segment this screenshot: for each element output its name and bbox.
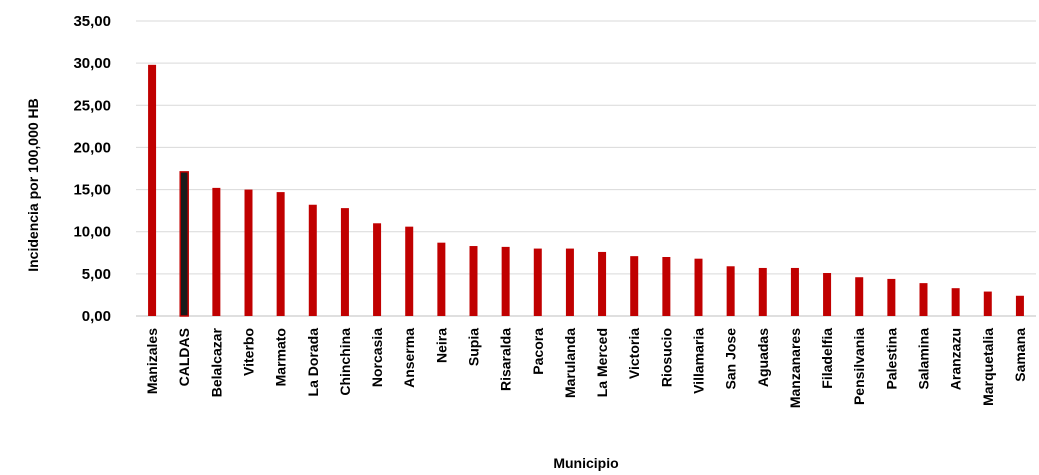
bar	[533, 248, 542, 316]
bar	[726, 266, 735, 316]
y-axis-ticks: 0,00 5,00 10,00 15,00 20,00 25,00 30,00 35,00	[73, 13, 111, 325]
x-tick-label: Manzanares	[787, 328, 803, 408]
y-tick-label: 30,00	[73, 55, 111, 72]
y-tick-label: 10,00	[73, 224, 111, 241]
y-tick-label: 20,00	[73, 139, 111, 156]
gridlines	[136, 20, 1036, 317]
x-tick-label: Palestina	[883, 328, 899, 390]
x-tick-label: Villamaria	[691, 328, 707, 394]
bar	[501, 246, 510, 316]
bar	[983, 291, 992, 316]
x-tick-label: Marulanda	[562, 328, 578, 398]
bar	[758, 267, 767, 316]
x-tick-label: Marquetalia	[980, 328, 996, 406]
y-tick-label: 15,00	[73, 182, 111, 199]
bar	[919, 283, 928, 316]
x-tick-label: Manizales	[144, 328, 160, 394]
x-tick-label: Neira	[433, 328, 449, 363]
bar	[823, 273, 832, 316]
bar	[565, 248, 574, 316]
bar	[887, 278, 896, 316]
bar	[790, 267, 799, 316]
x-tick-label: Viterbo	[241, 328, 257, 376]
x-tick-label: Norcasia	[369, 328, 385, 387]
x-tick-label: Chinchina	[337, 328, 353, 396]
y-tick-label: 25,00	[73, 97, 111, 114]
x-axis-title: Municipio	[553, 455, 618, 471]
bar	[1015, 295, 1024, 316]
x-tick-label: Victoria	[626, 328, 642, 379]
x-tick-label: Risaralda	[498, 328, 514, 391]
x-tick-label: Pensilvania	[851, 328, 867, 405]
x-tick-label: CALDAS	[176, 328, 192, 386]
bar	[276, 192, 285, 316]
bar	[244, 189, 253, 316]
x-tick-label: Samana	[1012, 328, 1028, 382]
bar	[437, 242, 446, 316]
bar	[694, 258, 703, 316]
bar	[212, 187, 221, 316]
bar	[630, 256, 639, 316]
bar	[308, 204, 317, 316]
x-tick-label: Marmato	[273, 328, 289, 386]
bars	[148, 64, 1024, 317]
x-tick-label: Anserma	[401, 328, 417, 388]
y-tick-label: 35,00	[73, 13, 111, 30]
x-tick-label: Aguadas	[755, 328, 771, 387]
x-tick-label: Riosucio	[658, 328, 674, 387]
bar	[405, 226, 414, 316]
x-tick-label: La Dorada	[305, 328, 321, 397]
x-tick-label: Filadelfia	[819, 328, 835, 389]
y-tick-label: 0,00	[82, 308, 111, 325]
x-tick-label: San Jose	[723, 328, 739, 390]
y-tick-label: 5,00	[82, 266, 111, 283]
bar	[340, 208, 349, 316]
bar	[373, 223, 382, 316]
x-tick-label: Salamina	[916, 328, 932, 390]
x-tick-label: Belalcazar	[208, 327, 224, 397]
x-tick-label: Pacora	[530, 328, 546, 375]
bar	[469, 246, 478, 316]
x-tick-label: Aranzazu	[948, 328, 964, 390]
y-axis-title: Incidencia por 100,000 HB	[25, 98, 41, 272]
bar-highlighted	[179, 171, 189, 317]
x-axis-ticks: Manizales CALDAS Belalcazar Viterbo Marmato L…	[144, 327, 1028, 408]
x-tick-label: La Merced	[594, 328, 610, 397]
bar	[148, 64, 157, 316]
bar	[598, 251, 607, 316]
bar	[951, 288, 960, 316]
bar	[662, 257, 671, 316]
x-tick-label: Supia	[466, 328, 482, 366]
bar	[855, 277, 864, 316]
